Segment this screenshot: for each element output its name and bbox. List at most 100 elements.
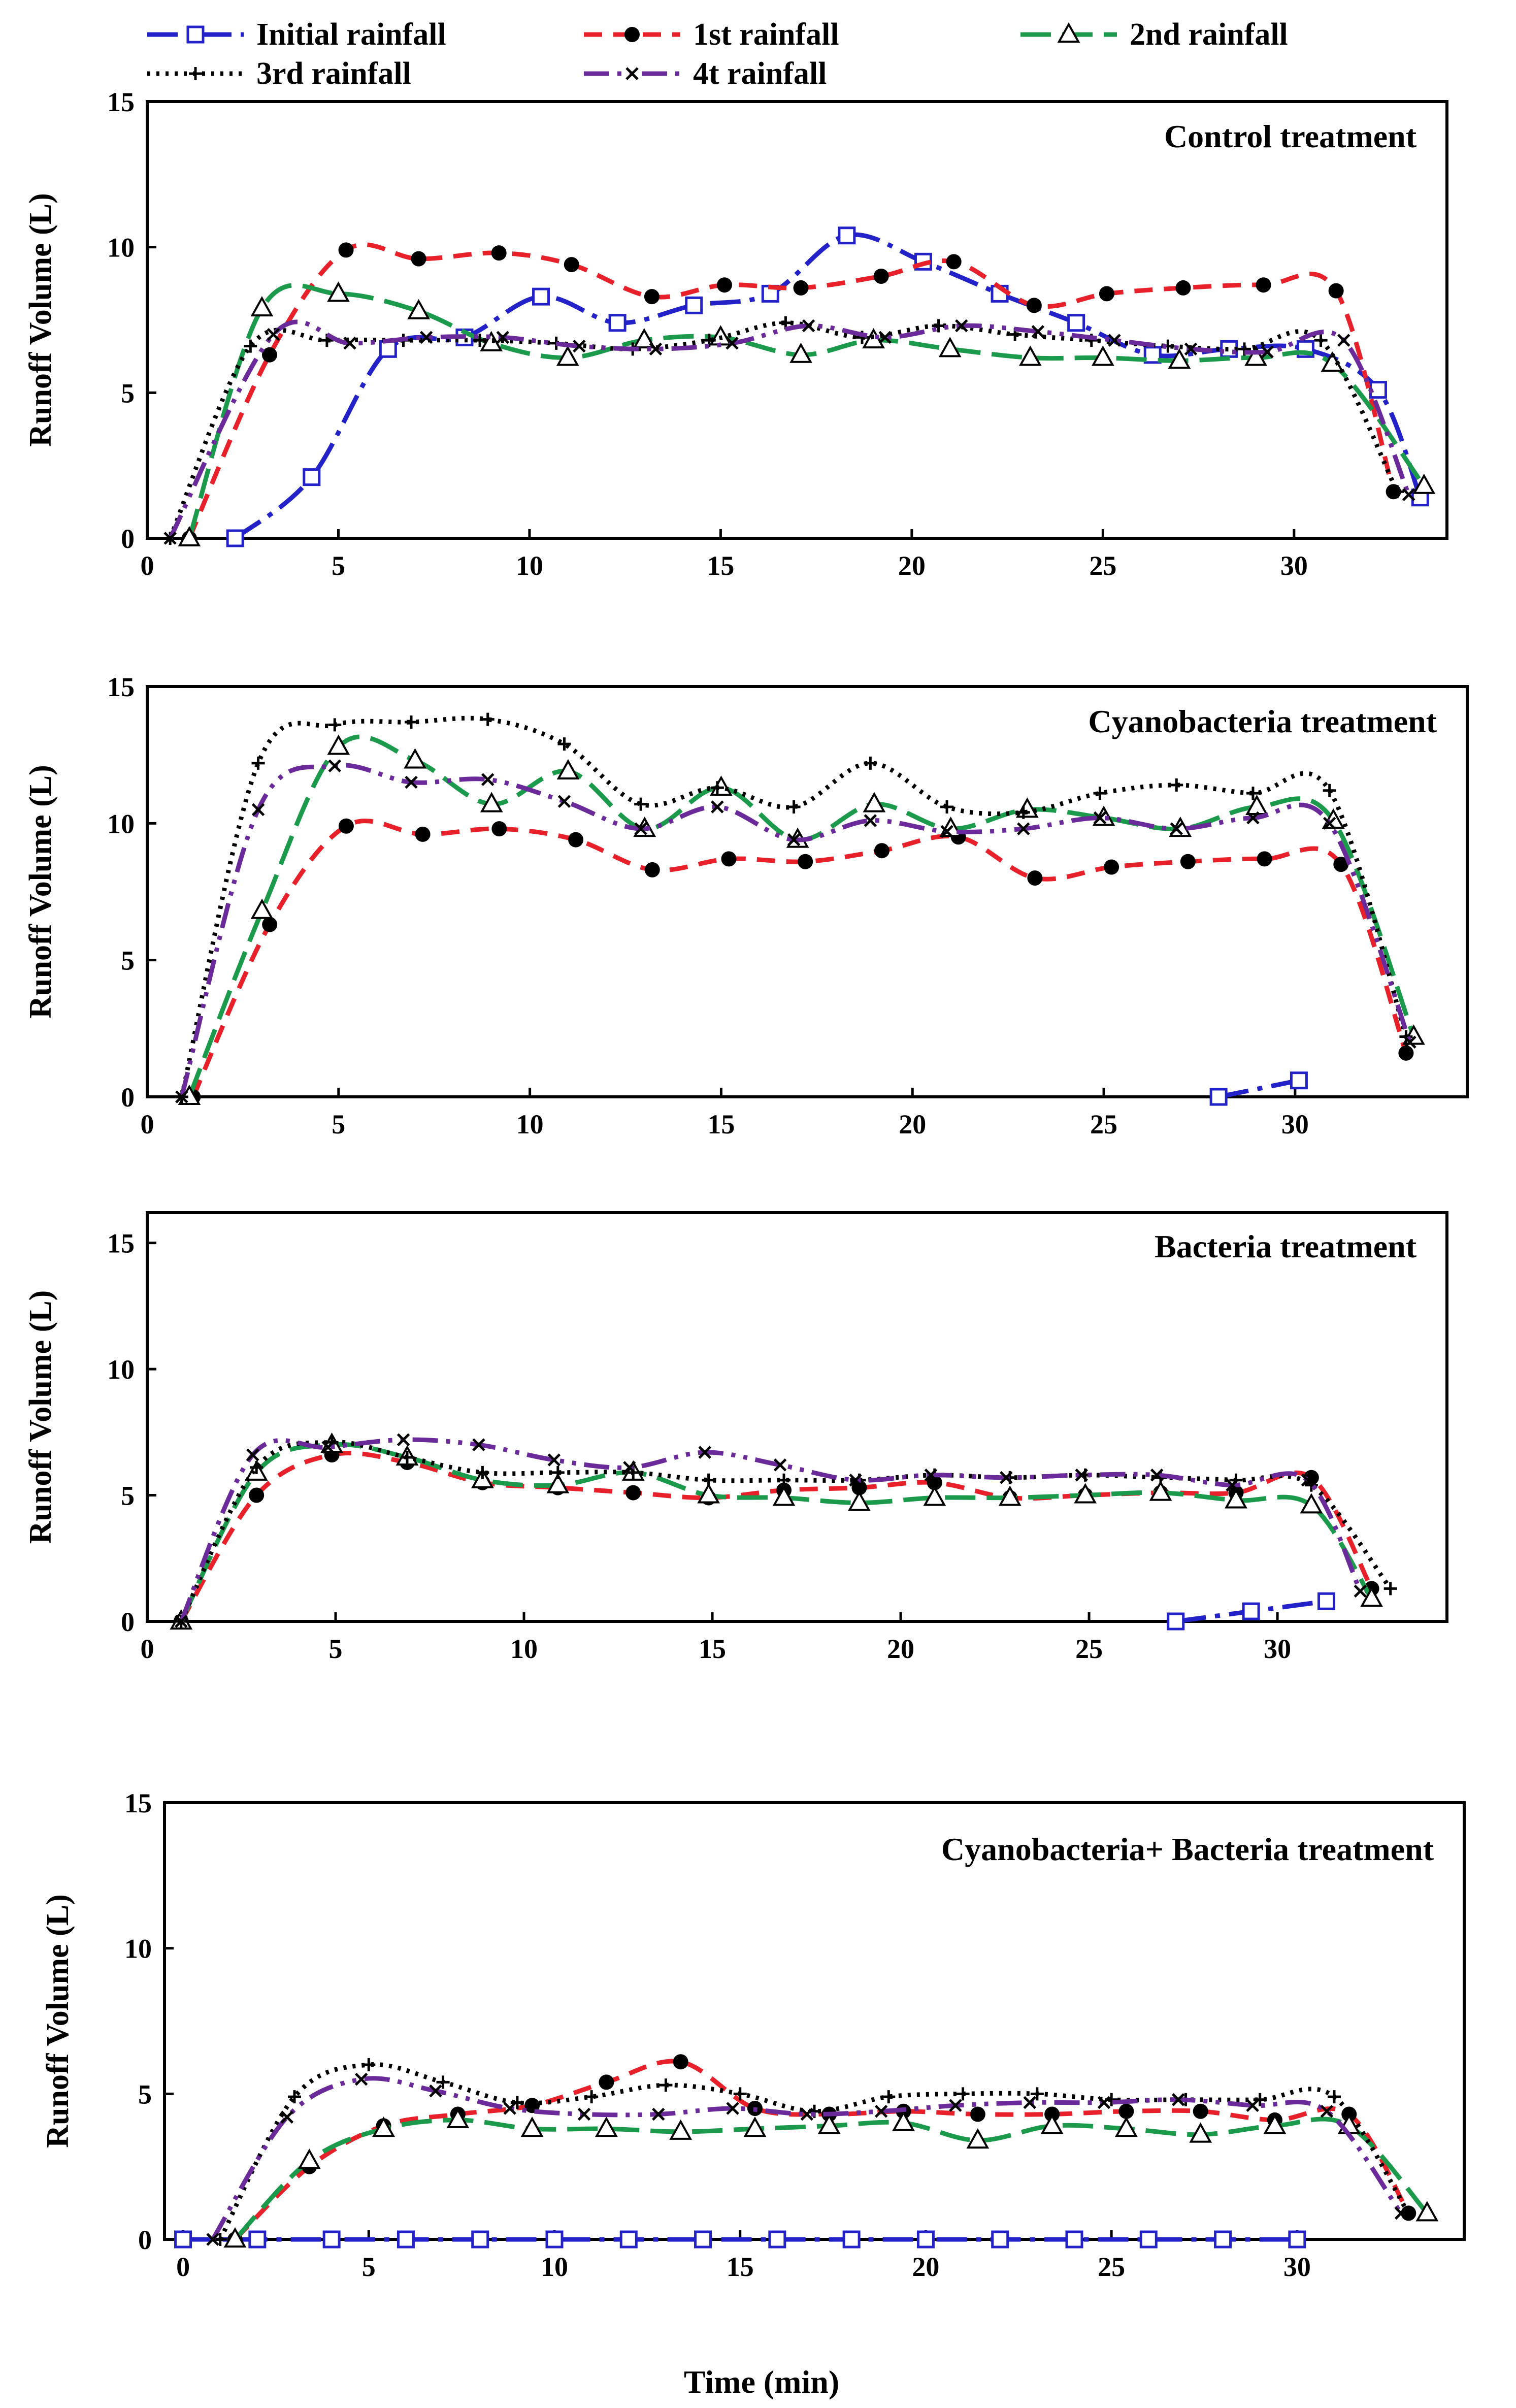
data-point (1167, 1612, 1185, 1631)
data-point (1328, 2090, 1341, 2104)
data-point (1383, 1582, 1397, 1596)
data-point (817, 2113, 841, 2134)
data-point (1108, 334, 1121, 347)
data-point (397, 2230, 415, 2249)
data-point (1170, 822, 1183, 835)
data-point (472, 1438, 485, 1451)
data-point (473, 334, 487, 347)
data-point (966, 2128, 990, 2149)
data-point (327, 281, 350, 302)
data-point (577, 2107, 591, 2121)
data-point (175, 1615, 188, 1628)
data-point (1074, 1483, 1097, 1504)
series-line (234, 232, 1423, 540)
data-point (1118, 2103, 1134, 2119)
data-point (1168, 348, 1191, 369)
data-point (848, 1490, 871, 1511)
data-point (721, 851, 737, 867)
data-point (407, 299, 430, 319)
data-point (1263, 2113, 1287, 2134)
y-axis-label: Runoff Volume (L) (41, 1894, 75, 2148)
x-tick-label: 20 (898, 550, 926, 581)
data-point (415, 826, 431, 842)
data-point (685, 296, 703, 314)
legend-marker (186, 25, 205, 44)
y-tick-label: 15 (107, 672, 135, 702)
data-point (343, 337, 356, 350)
data-point (481, 712, 495, 726)
x-tick-label: 25 (1075, 1634, 1103, 1664)
series-4t-rainfall (175, 1433, 1367, 1628)
data-point (557, 737, 571, 751)
data-point (1242, 1602, 1260, 1620)
panel-title: Cyanobacteria treatment (1088, 703, 1437, 739)
data-point (556, 759, 580, 779)
series-2nd-rainfall (178, 734, 1425, 1105)
y-axis-label: Runoff Volume (L) (23, 193, 58, 447)
data-point (244, 339, 257, 353)
data-point (1104, 859, 1119, 875)
x-tick-label: 0 (141, 1634, 154, 1664)
data-point (623, 1461, 636, 1474)
data-point (246, 1448, 259, 1461)
x-tick-label: 15 (707, 550, 734, 581)
plot-frame (146, 100, 1448, 540)
data-point (1246, 2099, 1259, 2112)
data-point (1016, 805, 1030, 819)
data-point (772, 1485, 796, 1506)
data-point (401, 1451, 414, 1465)
data-point (471, 2230, 489, 2249)
series-4t-rainfall (163, 319, 1415, 545)
data-point (924, 1469, 938, 1482)
data-point (573, 339, 586, 353)
series-line (179, 1442, 1374, 1623)
data-point (874, 2104, 888, 2118)
data-point (1288, 2230, 1306, 2249)
data-point (633, 328, 656, 349)
data-point (882, 2090, 896, 2104)
data-point (864, 814, 877, 827)
y-tick-label: 0 (121, 1082, 135, 1113)
x-axis-label: Time (min) (684, 2364, 839, 2400)
data-point (698, 1446, 711, 1459)
data-point (1237, 342, 1251, 356)
series-line (179, 763, 1412, 1098)
data-point (916, 2230, 935, 2249)
data-point (798, 854, 813, 869)
data-point (773, 1458, 787, 1472)
data-point (547, 1453, 561, 1467)
legend-label: Initial rainfall (256, 17, 446, 52)
data-point (491, 821, 507, 837)
x-tick-label: 20 (912, 2252, 939, 2282)
data-point (711, 800, 724, 813)
data-point (940, 825, 953, 838)
data-point (1139, 2230, 1158, 2249)
data-point (175, 1090, 188, 1103)
data-point (405, 715, 418, 729)
data-point (1149, 1480, 1172, 1501)
data-point (800, 2107, 814, 2121)
legend-entry-2nd-rainfall: 2nd rainfall (1020, 17, 1288, 52)
data-point (1065, 2230, 1083, 2249)
data-point (1244, 345, 1267, 366)
y-axis-label: Runoff Volume (L) (23, 1290, 58, 1544)
panel-cyanobacteria-treatment: 0 5 10 15 20 25 30 0 5 10 15 Runoff Volume (L) Cyano… (23, 672, 1469, 1140)
plot-frame (146, 1211, 1448, 1623)
data-point (733, 2087, 747, 2101)
data-point (726, 2102, 739, 2115)
data-point (321, 1441, 335, 1454)
data-point (1018, 345, 1042, 366)
legend-entry-4t-rainfall: 4t rainfall (584, 56, 827, 91)
data-point (476, 1466, 489, 1479)
series-line (211, 2076, 1403, 2241)
data-point (787, 833, 801, 847)
data-point (842, 2230, 861, 2249)
data-point (405, 775, 418, 789)
data-point (322, 2230, 341, 2249)
x-tick-label: 25 (1089, 550, 1116, 581)
data-point (163, 532, 177, 545)
data-point (1099, 286, 1114, 302)
data-point (940, 800, 954, 814)
x-tick-label: 30 (1281, 1109, 1309, 1140)
data-point (1301, 1473, 1314, 1487)
